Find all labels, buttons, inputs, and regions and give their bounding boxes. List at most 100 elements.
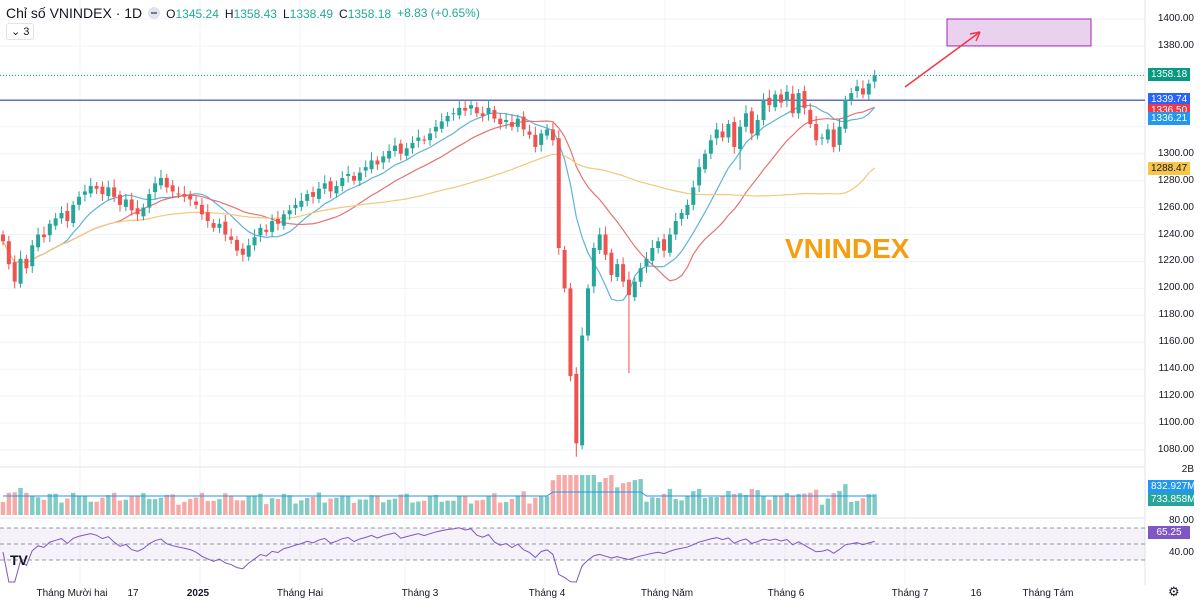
close-label: C bbox=[339, 6, 348, 21]
candle bbox=[591, 247, 596, 287]
volume-bar bbox=[357, 499, 363, 515]
volume-bar bbox=[117, 500, 123, 515]
volume-bar bbox=[778, 495, 784, 515]
candle bbox=[375, 160, 380, 165]
candle bbox=[170, 185, 175, 192]
candle bbox=[147, 194, 152, 208]
volume-bar bbox=[544, 496, 550, 515]
candle bbox=[112, 187, 117, 197]
candle bbox=[199, 204, 204, 215]
price-axis-label: 1260.00 bbox=[1157, 201, 1194, 213]
volume-bar bbox=[603, 478, 608, 515]
volume-bar bbox=[468, 503, 474, 515]
price-axis-label: 1300.00 bbox=[1157, 147, 1194, 159]
symbol-title[interactable]: Chỉ số VNINDEX · 1D bbox=[6, 5, 143, 21]
hide-icon[interactable] bbox=[148, 7, 161, 19]
volume-bar bbox=[305, 498, 310, 515]
candle bbox=[334, 186, 339, 194]
candle bbox=[843, 99, 848, 129]
volume-bar bbox=[410, 502, 415, 515]
candle bbox=[615, 264, 620, 277]
volume-bar bbox=[620, 483, 626, 515]
time-axis-label: Tháng 3 bbox=[401, 588, 439, 599]
volume-bar bbox=[451, 500, 456, 515]
volume-bar bbox=[164, 494, 169, 515]
volume-bar bbox=[462, 495, 468, 515]
low-value: 1338.49 bbox=[289, 6, 334, 21]
price-tag: 1288.47 bbox=[1148, 162, 1190, 176]
candle bbox=[328, 181, 333, 192]
candle bbox=[755, 120, 760, 136]
volume-bar bbox=[340, 495, 345, 515]
candle bbox=[252, 237, 257, 246]
volume-bar bbox=[808, 492, 813, 515]
tradingview-logo[interactable]: TV bbox=[10, 552, 28, 568]
candle bbox=[258, 227, 263, 236]
volume-bar bbox=[539, 495, 544, 515]
volume-bar bbox=[755, 490, 760, 515]
volume-bar bbox=[638, 479, 643, 515]
volume-bar bbox=[310, 496, 316, 515]
volume-bar bbox=[328, 498, 333, 515]
candle bbox=[188, 194, 193, 200]
candle bbox=[346, 173, 351, 176]
volume-bar bbox=[170, 494, 175, 515]
time-axis-label: Tháng Hai bbox=[276, 588, 324, 599]
candle bbox=[738, 126, 743, 149]
candle bbox=[445, 115, 450, 122]
volume-bar bbox=[585, 475, 591, 515]
volume-bar bbox=[527, 503, 532, 515]
candle bbox=[53, 218, 58, 226]
price-tag: 1339.74 bbox=[1148, 93, 1190, 107]
volume-bar bbox=[849, 502, 854, 515]
candle bbox=[509, 122, 514, 127]
candle bbox=[6, 241, 11, 265]
candle bbox=[837, 126, 842, 145]
indicators-collapse-button[interactable]: ⌄ 3 bbox=[6, 23, 35, 40]
volume-bar bbox=[667, 488, 673, 515]
price-axis-label: 1200.00 bbox=[1157, 282, 1194, 294]
volume-bar bbox=[217, 499, 222, 515]
volume-bar bbox=[193, 497, 199, 515]
volume-bar bbox=[427, 496, 433, 515]
time-axis-label: Tháng 7 bbox=[891, 588, 929, 599]
candle bbox=[299, 200, 304, 207]
volume-bar bbox=[837, 490, 842, 515]
candle bbox=[597, 234, 602, 251]
volume-bar bbox=[650, 497, 655, 515]
candle bbox=[486, 107, 491, 114]
volume-bar bbox=[41, 499, 47, 515]
candle bbox=[679, 212, 684, 220]
volume-bar bbox=[281, 493, 286, 515]
volume-bar bbox=[381, 502, 386, 515]
candle bbox=[135, 208, 140, 215]
volume-bar bbox=[492, 493, 497, 515]
candle bbox=[726, 124, 731, 138]
volume-bar bbox=[293, 503, 298, 515]
symbol-legend: Chỉ số VNINDEX · 1D O1345.24 H1358.43 L1… bbox=[6, 5, 480, 21]
volume-bar bbox=[416, 501, 421, 515]
volume-bar bbox=[123, 499, 129, 515]
low-label: L bbox=[282, 6, 290, 21]
candle bbox=[322, 183, 327, 189]
candle bbox=[1, 234, 5, 242]
volume-bar bbox=[47, 493, 52, 515]
candle bbox=[404, 148, 409, 156]
candle bbox=[240, 248, 245, 255]
candle bbox=[211, 223, 216, 228]
volume-bar bbox=[375, 495, 380, 515]
volume-bar bbox=[287, 495, 292, 515]
volume-bar bbox=[322, 502, 327, 515]
volume-bar bbox=[796, 494, 801, 515]
gear-icon[interactable]: ⚙ bbox=[1168, 584, 1180, 599]
candle bbox=[164, 177, 169, 188]
volume-bar bbox=[802, 493, 807, 515]
candle bbox=[527, 131, 532, 135]
ma10-line bbox=[2, 104, 876, 302]
volume-bar bbox=[679, 500, 684, 515]
volume-bar bbox=[825, 498, 831, 515]
candle bbox=[182, 194, 187, 197]
rsi-line bbox=[2, 527, 875, 583]
candle bbox=[469, 105, 473, 109]
